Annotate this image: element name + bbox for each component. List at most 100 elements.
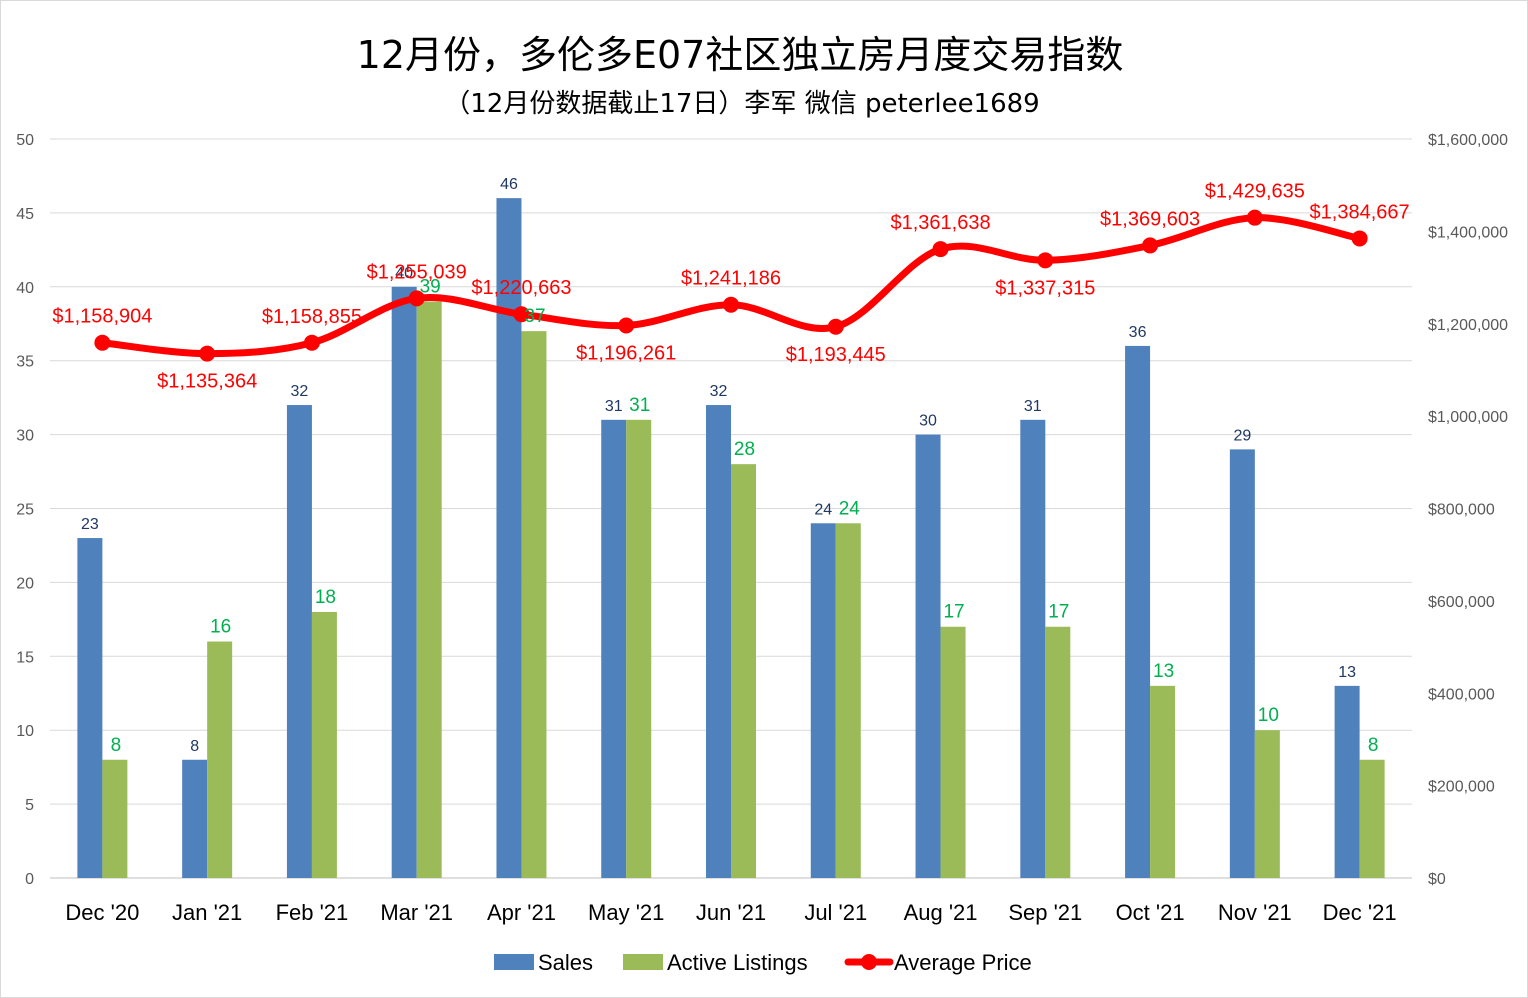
price-data-label: $1,193,445 <box>786 344 886 366</box>
sales-bar <box>286 405 312 878</box>
right-axis-tick: $200,000 <box>1428 779 1495 796</box>
x-axis-tick: Oct '21 <box>1116 900 1185 925</box>
x-axis-tick: Dec '20 <box>65 900 139 925</box>
listings-bar <box>940 626 966 878</box>
left-axis: 0 5 10 15 20 25 30 35 40 45 50 <box>16 132 34 888</box>
listings-bar <box>521 331 547 878</box>
sales-bar <box>391 286 417 878</box>
listings-bar <box>416 301 442 879</box>
x-axis-tick: Dec '21 <box>1323 900 1397 925</box>
listings-bar <box>1045 626 1071 878</box>
price-marker <box>1142 237 1159 254</box>
left-axis-tick: 50 <box>16 132 34 149</box>
sales-bar <box>77 538 103 878</box>
sales-bar <box>182 759 208 878</box>
sales-data-label: 24 <box>814 501 832 518</box>
chart-subtitle: （12月份数据截止17日）李军 微信 peterlee1689 <box>444 89 1039 119</box>
left-axis-tick: 35 <box>16 354 34 371</box>
left-axis-tick: 15 <box>16 649 34 666</box>
legend-label-sales: Sales <box>538 950 593 975</box>
left-axis-tick: 10 <box>16 723 34 740</box>
sales-bar <box>915 434 941 878</box>
listings-data-label: 10 <box>1258 705 1279 726</box>
listings-data-label: 39 <box>420 277 441 298</box>
listings-bar <box>731 464 756 878</box>
sales-data-label: 32 <box>710 383 728 400</box>
x-axis-tick: Aug '21 <box>904 900 978 925</box>
chart-title: 12月份，多伦多E07社区独立房月度交易指数 <box>357 33 1124 77</box>
x-axis-tick: Jul '21 <box>804 900 867 925</box>
listings-data-label: 31 <box>629 395 650 416</box>
listings-bar <box>1359 759 1385 878</box>
listings-data-label: 24 <box>839 498 861 519</box>
sales-bar <box>706 405 731 878</box>
left-axis-tick: 40 <box>16 280 34 297</box>
left-axis-tick: 5 <box>25 797 34 814</box>
price-marker <box>303 334 320 351</box>
price-marker <box>1037 252 1054 269</box>
sales-data-label: 46 <box>500 176 518 193</box>
sales-data-label: 31 <box>1024 398 1042 415</box>
price-marker <box>408 290 425 307</box>
price-data-label: $1,220,663 <box>471 277 571 299</box>
x-axis-tick: Jun '21 <box>696 900 766 925</box>
sales-bar <box>1334 685 1360 878</box>
legend-swatch-listings <box>623 954 663 970</box>
left-axis-tick: 0 <box>25 871 34 888</box>
price-marker <box>1351 230 1368 247</box>
right-axis-tick: $1,000,000 <box>1428 409 1508 426</box>
price-line-series <box>94 209 1368 362</box>
price-data-label: $1,158,855 <box>262 306 362 328</box>
sales-data-label: 36 <box>1129 324 1147 341</box>
x-axis: Dec '20 Jan '21 Feb '21 Mar '21 Apr '21 May '… <box>65 900 1396 925</box>
right-axis-tick: $1,600,000 <box>1428 132 1508 149</box>
left-axis-tick: 45 <box>16 206 34 223</box>
listings-data-label: 17 <box>943 602 964 623</box>
legend-swatch-sales <box>494 954 534 970</box>
sales-bar <box>1020 419 1046 878</box>
sales-data-label: 31 <box>605 398 623 415</box>
price-data-label: $1,429,635 <box>1205 181 1305 203</box>
listings-bar <box>102 759 128 878</box>
sales-bar <box>810 523 836 878</box>
legend: Sales Active Listings Average Price <box>494 950 1032 975</box>
sales-bar <box>1229 449 1255 878</box>
sales-data-label: 29 <box>1233 427 1251 444</box>
listings-data-label: 28 <box>734 439 755 460</box>
listings-data-label: 17 <box>1048 602 1069 623</box>
sales-bar <box>496 198 522 878</box>
listings-data-label: 8 <box>1368 735 1379 756</box>
sales-data-label: 30 <box>919 413 937 430</box>
right-axis-tick: $800,000 <box>1428 502 1495 519</box>
right-axis-tick: $600,000 <box>1428 594 1495 611</box>
listings-data-label: 13 <box>1153 661 1174 682</box>
sales-data-label: 32 <box>291 383 309 400</box>
legend-label-price: Average Price <box>894 950 1032 975</box>
listings-data-label: 37 <box>524 306 545 327</box>
x-axis-tick: Apr '21 <box>487 900 556 925</box>
right-axis-tick: $1,400,000 <box>1428 224 1508 241</box>
sales-data-label: 40 <box>395 265 413 282</box>
price-data-label: $1,337,315 <box>995 277 1095 299</box>
price-marker <box>827 318 844 335</box>
price-data-label: $1,361,638 <box>890 212 990 234</box>
x-axis-tick: May '21 <box>588 900 664 925</box>
price-marker <box>513 306 530 323</box>
right-axis-tick: $1,200,000 <box>1428 317 1508 334</box>
price-data-label: $1,158,904 <box>52 306 152 328</box>
right-axis-tick: $0 <box>1428 871 1446 888</box>
listings-data-label: 16 <box>210 617 231 638</box>
price-data-label: $1,384,667 <box>1310 201 1410 223</box>
listings-bar <box>311 611 337 878</box>
legend-marker-price <box>861 954 877 970</box>
bar-series <box>77 198 1385 879</box>
listings-bar <box>207 641 233 878</box>
data-labels: 23 8 8 16 32 18 40 39 46 37 31 31 32 28 24 24 30 17 31 17 36… <box>52 176 1409 756</box>
x-axis-tick: Nov '21 <box>1218 900 1292 925</box>
price-data-label: $1,255,039 <box>367 261 467 283</box>
price-data-label: $1,369,603 <box>1100 208 1200 230</box>
left-axis-tick: 20 <box>16 575 34 592</box>
listings-data-label: 8 <box>111 735 122 756</box>
sales-data-label: 13 <box>1338 664 1356 681</box>
